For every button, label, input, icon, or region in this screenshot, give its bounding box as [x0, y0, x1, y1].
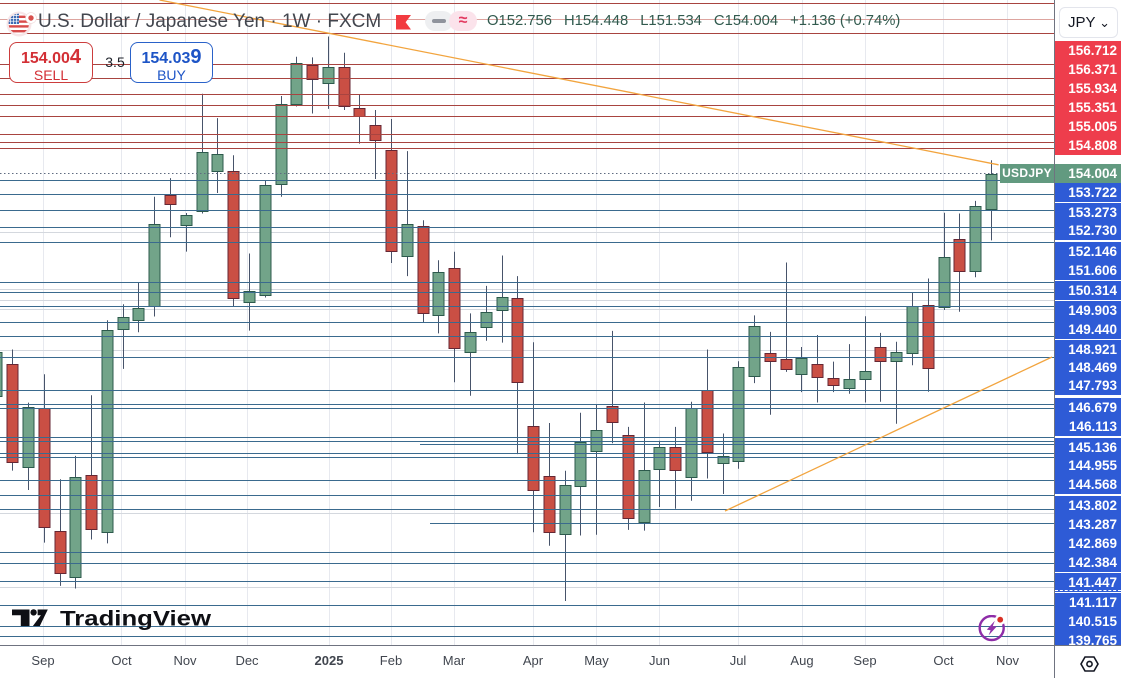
svg-text:TradingView: TradingView	[60, 608, 212, 631]
